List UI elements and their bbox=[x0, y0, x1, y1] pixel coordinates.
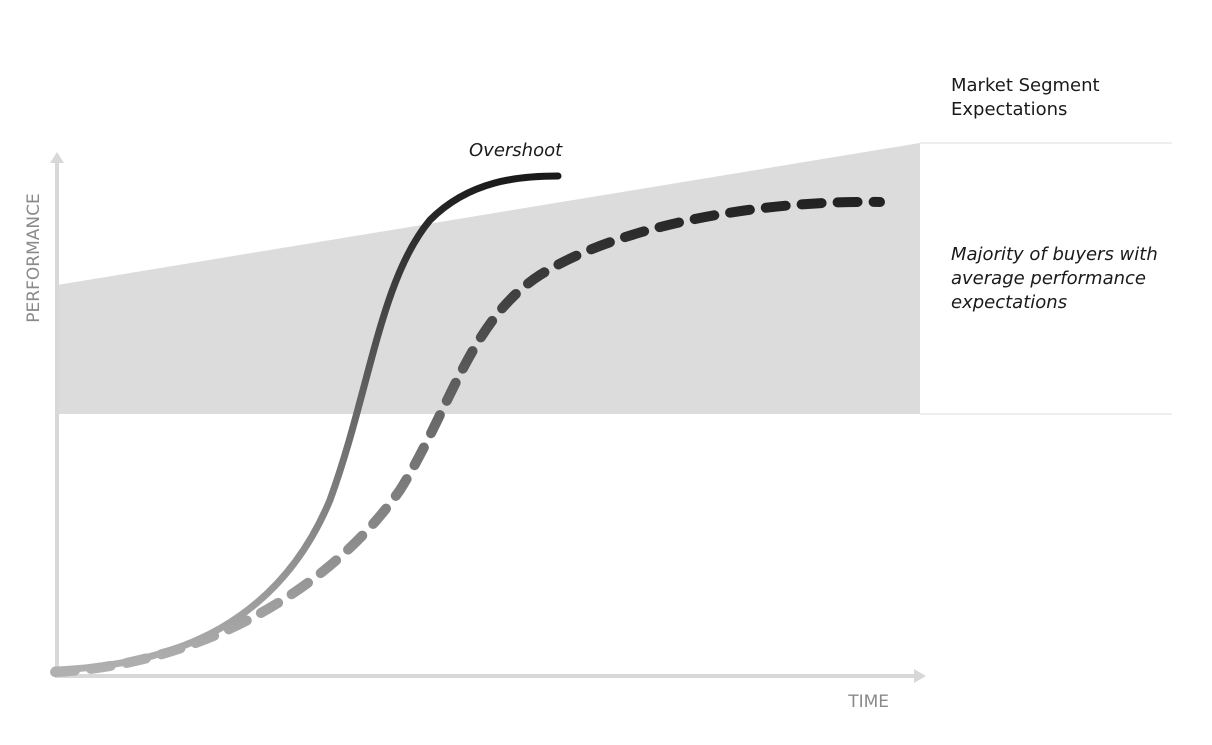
overshoot-curve bbox=[51, 172, 562, 674]
market-label-line: Market Segment bbox=[951, 75, 1100, 96]
market-label-line: Expectations bbox=[951, 99, 1067, 120]
overshoot-label: Overshoot bbox=[469, 140, 563, 161]
x-axis-label: TIME bbox=[847, 692, 889, 712]
expectation-band bbox=[57, 143, 920, 414]
y-axis-label: PERFORMANCE bbox=[24, 193, 44, 322]
dashed-curve bbox=[50, 196, 885, 677]
majority-label-line: expectations bbox=[951, 292, 1067, 313]
y-axis-arrow bbox=[50, 152, 64, 163]
majority-label-line: average performance bbox=[951, 268, 1146, 289]
majority-label-line: Majority of buyers with bbox=[951, 244, 1158, 265]
x-axis-arrow bbox=[914, 669, 926, 683]
